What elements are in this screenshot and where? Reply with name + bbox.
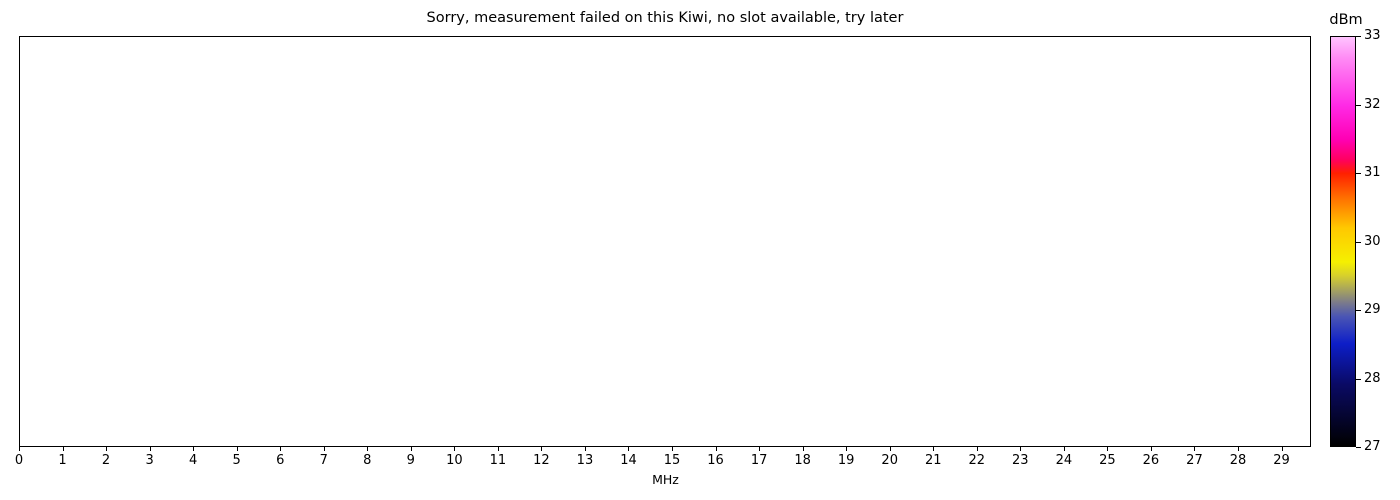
colorbar-tick-label: 27 xyxy=(1364,439,1381,454)
x-tick-label: 20 xyxy=(881,453,898,468)
x-tick-mark xyxy=(323,447,325,451)
x-tick-label: 29 xyxy=(1273,453,1290,468)
x-axis-ticks: 0 1 2 3 4 5 6 7 8 9 10 11 12 13 14 15 16 17 18 19 20 21 22 23 24… xyxy=(15,447,1312,477)
x-tick-mark xyxy=(193,447,195,451)
x-tick-mark xyxy=(1194,447,1196,451)
x-tick-label: 24 xyxy=(1055,453,1073,468)
x-tick-label: 21 xyxy=(924,453,942,468)
x-tick-label: 26 xyxy=(1142,453,1160,468)
colorbar-tick-mark xyxy=(1356,173,1361,174)
x-tick-label: 14 xyxy=(620,453,637,468)
colorbar-tick-mark xyxy=(1356,104,1361,106)
x-tick-mark xyxy=(497,447,499,451)
colorbar-ticks: 27 28 29 30 31 32 33 xyxy=(1356,28,1400,454)
x-tick-mark xyxy=(1107,447,1109,451)
x-tick-mark xyxy=(889,447,891,451)
colorbar-tick-label: 31 xyxy=(1364,165,1381,180)
x-tick-mark xyxy=(410,447,412,451)
colorbar-tick-mark xyxy=(1356,447,1361,448)
x-tick-mark xyxy=(236,447,238,451)
x-tick-label: 6 xyxy=(276,453,285,468)
colorbar-tick-label: 32 xyxy=(1364,96,1381,112)
x-tick-label: 28 xyxy=(1229,453,1247,468)
x-tick-mark xyxy=(19,447,20,451)
x-tick-mark xyxy=(802,447,804,451)
x-tick-label: 9 xyxy=(406,453,415,468)
x-tick-label: 19 xyxy=(837,453,855,468)
x-tick-mark xyxy=(541,447,543,451)
x-tick-mark xyxy=(584,447,586,451)
plot-axes-frame xyxy=(19,36,1311,447)
x-tick-label: 10 xyxy=(446,453,463,468)
x-tick-mark xyxy=(672,447,674,451)
x-tick-mark xyxy=(1063,447,1065,451)
x-tick-mark xyxy=(149,447,151,451)
x-tick-label: 12 xyxy=(533,453,550,468)
x-tick-label: 22 xyxy=(968,453,986,468)
x-tick-label: 5 xyxy=(232,453,241,468)
x-tick-label: 8 xyxy=(363,453,372,468)
x-tick-mark xyxy=(1150,447,1152,451)
x-tick-label: 11 xyxy=(489,453,507,468)
x-tick-mark xyxy=(759,447,761,451)
x-tick-label: 13 xyxy=(576,453,594,468)
x-axis-label: MHz xyxy=(652,472,679,487)
colorbar-tick-mark xyxy=(1356,310,1361,311)
x-tick-mark xyxy=(976,447,978,451)
x-tick-label: 0 xyxy=(14,453,24,468)
colorbar-tick-mark xyxy=(1356,241,1361,243)
colorbar-tick-label: 29 xyxy=(1364,302,1381,317)
x-tick-label: 18 xyxy=(794,453,811,468)
colorbar-tick-mark xyxy=(1356,36,1361,37)
x-tick-label: 23 xyxy=(1012,453,1029,468)
x-tick-mark xyxy=(367,447,369,451)
x-tick-mark xyxy=(1237,447,1239,451)
colorbar-gradient xyxy=(1330,36,1356,447)
x-tick-label: 16 xyxy=(707,453,724,468)
x-tick-mark xyxy=(846,447,848,451)
x-tick-label: 17 xyxy=(750,453,768,468)
colorbar-tick-label: 30 xyxy=(1364,233,1381,249)
x-tick-label: 4 xyxy=(189,453,198,468)
colorbar: 27 28 29 30 31 32 33 xyxy=(1330,28,1381,454)
x-tick-mark xyxy=(1281,447,1283,451)
x-tick-mark xyxy=(62,447,64,451)
page-title: Sorry, measurement failed on this Kiwi, … xyxy=(426,10,904,26)
colorbar-tick-label: 28 xyxy=(1364,370,1381,386)
x-tick-label: 7 xyxy=(319,453,328,468)
x-tick-label: 3 xyxy=(145,453,154,468)
x-tick-mark xyxy=(628,447,630,451)
x-tick-label: 2 xyxy=(101,453,111,468)
x-tick-mark xyxy=(454,447,456,451)
colorbar-tick-label: 33 xyxy=(1364,28,1381,43)
x-tick-mark xyxy=(280,447,282,451)
x-tick-label: 1 xyxy=(58,453,67,468)
x-tick-label: 27 xyxy=(1186,453,1203,468)
x-tick-mark xyxy=(933,447,935,451)
x-tick-mark xyxy=(1020,447,1022,451)
x-tick-mark xyxy=(106,447,108,451)
x-tick-label: 15 xyxy=(663,453,681,468)
x-tick-label: 25 xyxy=(1099,453,1116,468)
colorbar-tick-mark xyxy=(1356,378,1361,380)
colorbar-label: dBm xyxy=(1329,12,1363,28)
plot-area xyxy=(20,37,1310,446)
x-tick-mark xyxy=(715,447,717,451)
